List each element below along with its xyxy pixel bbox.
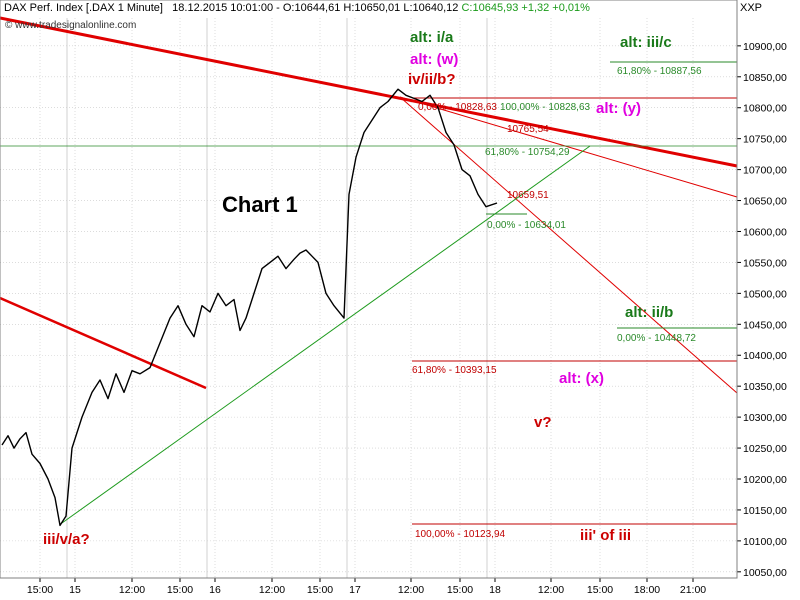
y-tick-label: 10850,00 [743,72,787,84]
wave-label: alt: (y) [596,100,641,117]
fib-level-label: 100,00% - 10123,94 [415,529,506,540]
copyright-icon: © [5,20,13,31]
x-tick-label: 18:00 [634,584,660,596]
y-tick-label: 10500,00 [743,288,787,300]
x-tick-label: 12:00 [259,584,285,596]
instrument-name: DAX Perf. Index [.DAX 1 Minute] [4,2,163,14]
x-tick-label: 21:00 [680,584,706,596]
y-tick-label: 10050,00 [743,567,787,579]
y-tick-label: 10150,00 [743,505,787,517]
quote-change: C:10645,93 +1,32 +0,01% [461,2,590,14]
source-url: www.tradesignalonline.com [15,20,137,31]
x-tick-label: 15:00 [27,584,53,596]
fan-line-upper [399,96,738,198]
x-tick-label: 15:00 [587,584,613,596]
lower-downtrend-line [0,296,207,390]
chart-header: DAX Perf. Index [.DAX 1 Minute] 18.12.20… [4,2,590,14]
fib-level-label: 61,80% - 10754,29 [485,147,570,158]
y-tick-label: 10600,00 [743,226,787,238]
x-tick-label: 15:00 [447,584,473,596]
y-tick-label: 10800,00 [743,103,787,115]
y-tick-label: 10650,00 [743,196,787,208]
x-tick-label: 17 [349,584,361,596]
y-tick-label: 10400,00 [743,350,787,362]
fib-level-label: 0,00% - 10634,01 [487,220,566,231]
price-series-line [1,88,498,527]
symbol-label: XXP [740,2,763,14]
wave-label: alt: i/a [410,29,454,46]
wave-label: alt: (x) [559,370,604,387]
fib-level-label: 10659,51 [507,190,549,201]
wave-label: alt: (w) [410,51,458,68]
fib-level-label: 61,80% - 10887,56 [617,66,702,77]
x-tick-label: 15:00 [167,584,193,596]
fib-level-label: 0,00% - 10448,72 [617,333,696,344]
y-tick-label: 10200,00 [743,474,787,486]
x-tick-label: 18 [489,584,501,596]
x-tick-label: 12:00 [538,584,564,596]
wave-label: alt: iii/c [620,34,672,51]
fib-level-label: 0,00% - 10828,63 [418,102,497,113]
y-tick-label: 10450,00 [743,319,787,331]
y-tick-label: 10100,00 [743,536,787,548]
support-trend-line [61,145,591,524]
y-tick-label: 10250,00 [743,443,787,455]
wave-label: iii/v/a? [43,531,90,548]
source-credit: © www.tradesignalonline.com [5,20,136,31]
x-tick-label: 12:00 [398,584,424,596]
main-downtrend-line [0,16,738,168]
wave-label: iv/ii/b? [408,71,456,88]
fib-level-label: 61,80% - 10393,15 [412,365,497,376]
y-tick-label: 10700,00 [743,165,787,177]
x-tick-label: 16 [209,584,221,596]
y-tick-label: 10300,00 [743,412,787,424]
wave-label: alt: ii/b [625,304,673,321]
fib-level-label: 10765,54 [507,124,549,135]
x-tick-label: 15:00 [307,584,333,596]
x-tick-label: 12:00 [119,584,145,596]
y-tick-label: 10900,00 [743,41,787,53]
chart-title: Chart 1 [222,192,298,217]
y-tick-label: 10350,00 [743,381,787,393]
quote-values: 18.12.2015 10:01:00 - O:10644,61 H:10650… [172,2,459,14]
wave-label: v? [534,414,552,431]
y-tick-label: 10550,00 [743,257,787,269]
x-tick-label: 15 [69,584,81,596]
fib-level-label: 100,00% - 10828,63 [500,102,591,113]
wave-label: iii' of iii [580,527,631,544]
y-tick-label: 10750,00 [743,134,787,146]
